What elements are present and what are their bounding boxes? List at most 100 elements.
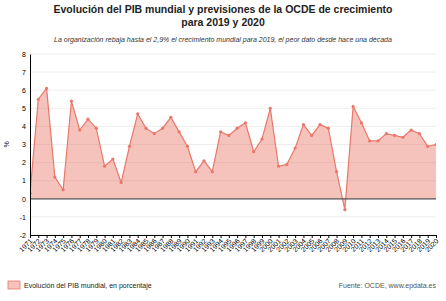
y-label: % [3, 141, 10, 147]
y-tick: 4 [22, 123, 30, 130]
plot: 1971197219731974197519761977197819791980… [18, 51, 440, 253]
marker [385, 132, 388, 135]
marker [161, 127, 164, 130]
x-tick-mark [171, 235, 172, 238]
x-tick-mark [361, 235, 362, 238]
marker [169, 116, 172, 119]
marker [426, 145, 429, 148]
x-tick-mark [279, 235, 280, 238]
x-tick-mark [378, 235, 379, 238]
chart: Evolución del PIB mundial y previsiones … [0, 0, 446, 301]
x-tick-mark [345, 235, 346, 238]
y-tick-label: -2 [20, 232, 26, 239]
y-tick-label: 5 [22, 105, 26, 112]
x-tick-mark [270, 235, 271, 238]
marker [244, 121, 247, 124]
marker [178, 130, 181, 133]
y-tick: 1 [22, 177, 30, 184]
x-tick-mark [221, 235, 222, 238]
x-tick-mark [80, 235, 81, 238]
marker [318, 123, 321, 126]
marker [335, 170, 338, 173]
y-tick-label: -1 [20, 214, 26, 221]
marker [62, 188, 65, 191]
grid-line [30, 54, 436, 55]
legend-item: Evolución del PIB mundial, en porcentaje [8, 281, 152, 290]
x-tick-mark [121, 235, 122, 238]
y-tick-label: 0 [22, 196, 26, 203]
marker [277, 165, 280, 168]
marker [269, 107, 272, 110]
y-tick: 5 [22, 105, 30, 112]
x-tick-mark [196, 235, 197, 238]
marker [219, 130, 222, 133]
x-tick-mark [237, 235, 238, 238]
x-tick-mark [370, 235, 371, 238]
grid [30, 54, 436, 235]
x-tick-mark [179, 235, 180, 238]
x-tick-mark [63, 235, 64, 238]
grid-line [30, 90, 436, 91]
y-tick-label: 7 [22, 69, 26, 76]
marker [236, 127, 239, 130]
x-tick-mark [55, 235, 56, 238]
marker [393, 134, 396, 137]
title-line: Evolución del PIB mundial y previsiones … [53, 3, 392, 15]
marker [53, 175, 56, 178]
marker [376, 139, 379, 142]
x-tick-mark [419, 235, 420, 238]
x-tick: 2020 [424, 235, 440, 253]
x-tick-mark [113, 235, 114, 238]
x-tick-mark [262, 235, 263, 238]
subtitle: La organización rebaja hasta el 2,9% el … [54, 36, 392, 44]
x-tick-mark [204, 235, 205, 238]
marker [310, 134, 313, 137]
x-tick-mark [287, 235, 288, 238]
x-tick-mark [163, 235, 164, 238]
grid-line [30, 72, 436, 73]
marker [211, 170, 214, 173]
x-tick-mark [96, 235, 97, 238]
y-tick-label: 8 [22, 51, 26, 58]
x-tick-mark [71, 235, 72, 238]
marker [144, 127, 147, 130]
marker [45, 87, 48, 90]
marker [103, 165, 106, 168]
x-tick-mark [88, 235, 89, 238]
x-tick-mark [146, 235, 147, 238]
marker [360, 121, 363, 124]
x-tick-mark [312, 235, 313, 238]
x-tick-mark [295, 235, 296, 238]
marker [78, 128, 81, 131]
marker [418, 132, 421, 135]
y-tick: 6 [22, 87, 30, 94]
legend: Evolución del PIB mundial, en porcentaje [8, 281, 152, 290]
x-tick-mark [428, 235, 429, 238]
marker [194, 170, 197, 173]
y-tick: 2 [22, 159, 30, 166]
x-tick-mark [212, 235, 213, 238]
marker [37, 98, 40, 101]
x-tick-mark [129, 235, 130, 238]
x-tick-mark [245, 235, 246, 238]
y-tick-label: 1 [22, 177, 26, 184]
y-tick-label: 4 [22, 123, 26, 130]
x-tick-mark [187, 235, 188, 238]
source: Fuente: OCDE, www.epdata.es [339, 282, 437, 290]
legend-swatch [8, 281, 20, 289]
x-tick-mark [154, 235, 155, 238]
grid-line [30, 216, 436, 217]
marker [401, 136, 404, 139]
x-tick-mark [386, 235, 387, 238]
marker [294, 147, 297, 150]
grid-line [30, 198, 436, 199]
x-tick-mark [337, 235, 338, 238]
marker [153, 132, 156, 135]
marker [136, 112, 139, 115]
y-tick: 7 [22, 69, 30, 76]
y-tick: -1 [20, 214, 30, 221]
marker [95, 127, 98, 130]
marker [302, 123, 305, 126]
x-tick-mark [328, 235, 329, 238]
marker [327, 127, 330, 130]
